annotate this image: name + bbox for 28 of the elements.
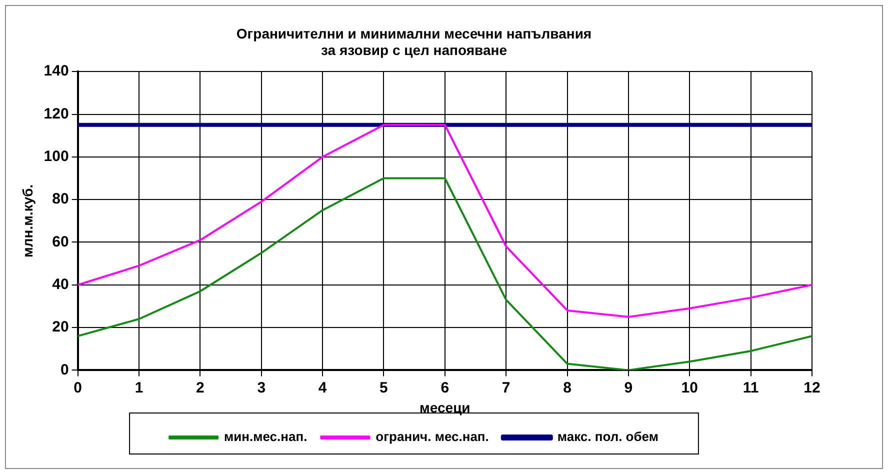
- x-tick-label: 6: [440, 379, 450, 396]
- x-tick-label: 10: [681, 379, 698, 396]
- legend-label: огранич. мес.нап.: [376, 429, 489, 444]
- x-axis-title: месеци: [420, 399, 470, 416]
- x-tick-label: 4: [318, 379, 328, 396]
- y-tick-label: 20: [52, 318, 69, 336]
- y-axis-title: млн.м.куб.: [19, 184, 36, 258]
- y-tick-label: 0: [60, 361, 69, 378]
- legend-label: мин.мес.нап.: [224, 429, 308, 444]
- x-tick-label: 1: [134, 379, 144, 396]
- y-tick-label: 60: [52, 233, 69, 250]
- x-tick-label: 9: [624, 379, 633, 396]
- x-tick-label: 12: [804, 379, 820, 396]
- text: за язовир с цел напояване: [321, 42, 507, 58]
- y-tick-label: 100: [44, 148, 69, 166]
- x-tick-label: 5: [380, 379, 388, 396]
- x-tick-label: 8: [563, 379, 572, 396]
- legend-label: макс. пол. обем: [557, 429, 658, 444]
- y-tick-label: 140: [44, 62, 69, 80]
- x-tick-label: 7: [502, 379, 510, 396]
- text: Ограничителни и минимални месечни напълвания: [236, 25, 592, 42]
- y-tick-label: 80: [52, 190, 69, 208]
- x-tick-label: 2: [196, 379, 204, 396]
- y-tick-label: 40: [52, 276, 69, 294]
- x-tick-label: 0: [74, 379, 82, 396]
- y-tick-label: 120: [44, 105, 69, 122]
- x-tick-label: 11: [742, 379, 759, 396]
- x-tick-label: 3: [257, 379, 266, 396]
